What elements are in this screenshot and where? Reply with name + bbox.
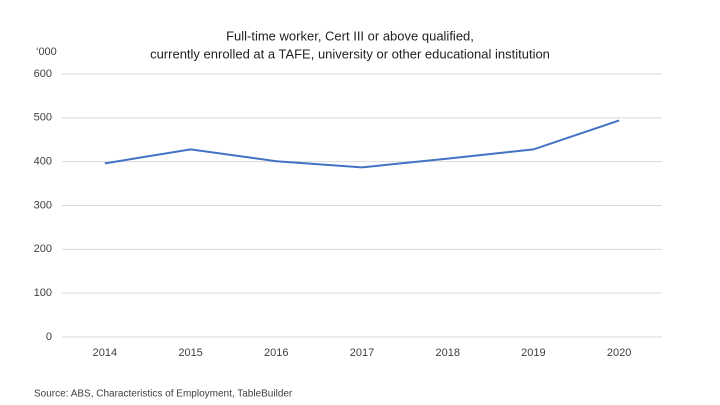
x-tick-label: 2020 bbox=[607, 347, 631, 359]
y-tick-label: 600 bbox=[34, 68, 52, 80]
y-tick-label: 300 bbox=[34, 199, 52, 211]
x-tick-label: 2016 bbox=[264, 347, 288, 359]
x-tick-label: 2014 bbox=[93, 347, 117, 359]
x-tick-label: 2019 bbox=[521, 347, 545, 359]
chart-title: currently enrolled at a TAFE, university… bbox=[150, 46, 550, 61]
source-note: Source: ABS, Characteristics of Employme… bbox=[34, 389, 293, 400]
y-tick-label: 100 bbox=[34, 287, 52, 299]
chart-title: Full-time worker, Cert III or above qual… bbox=[226, 28, 474, 43]
x-tick-label: 2018 bbox=[435, 347, 459, 359]
y-tick-label: 200 bbox=[34, 243, 52, 255]
y-tick-label: 400 bbox=[34, 156, 52, 168]
x-tick-label: 2017 bbox=[350, 347, 374, 359]
data-line bbox=[104, 119, 620, 169]
y-axis-label: ‘000 bbox=[36, 46, 57, 58]
y-tick-label: 500 bbox=[34, 112, 52, 124]
y-tick-label: 0 bbox=[46, 331, 52, 343]
x-tick-label: 2015 bbox=[178, 347, 202, 359]
